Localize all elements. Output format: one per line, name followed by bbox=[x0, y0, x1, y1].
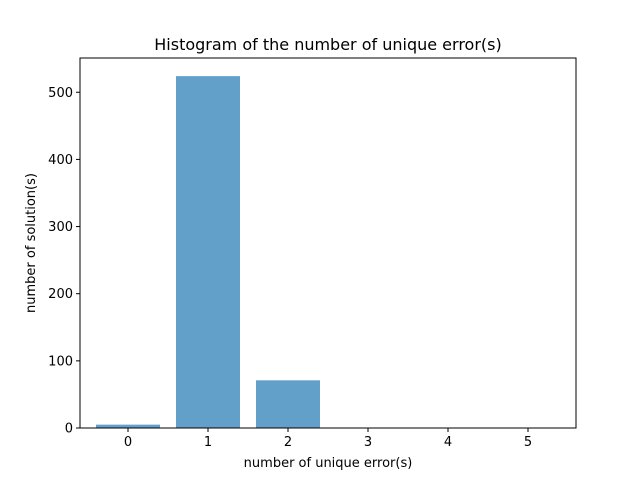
y-tick-label-500: 500 bbox=[48, 86, 73, 101]
axes-frame bbox=[79, 57, 577, 429]
x-tick-label-4: 4 bbox=[444, 435, 452, 450]
plot-area bbox=[80, 58, 576, 428]
x-tick-label-3: 3 bbox=[364, 435, 372, 450]
y-axis-ticks: 0 100 200 300 400 500 bbox=[48, 86, 80, 437]
y-tick-label-100: 100 bbox=[48, 354, 73, 369]
bar-2 bbox=[256, 380, 320, 428]
y-tick-label-400: 400 bbox=[48, 153, 73, 168]
x-tick-label-0: 0 bbox=[124, 435, 132, 450]
chart-title: Histogram of the number of unique error(… bbox=[154, 35, 501, 54]
y-axis-label: number of solution(s) bbox=[24, 173, 39, 313]
x-tick-label-5: 5 bbox=[524, 435, 532, 450]
x-tick-label-1: 1 bbox=[204, 435, 212, 450]
y-tick-label-300: 300 bbox=[48, 220, 73, 235]
bar-1 bbox=[176, 76, 240, 428]
x-axis-label: number of unique error(s) bbox=[244, 456, 413, 471]
x-tick-label-2: 2 bbox=[284, 435, 292, 450]
y-tick-label-0: 0 bbox=[65, 422, 73, 437]
bar-0 bbox=[96, 424, 160, 428]
x-axis-ticks: 0 1 2 3 4 5 bbox=[124, 428, 532, 450]
bars-group bbox=[96, 76, 320, 428]
y-tick-label-200: 200 bbox=[48, 287, 73, 302]
